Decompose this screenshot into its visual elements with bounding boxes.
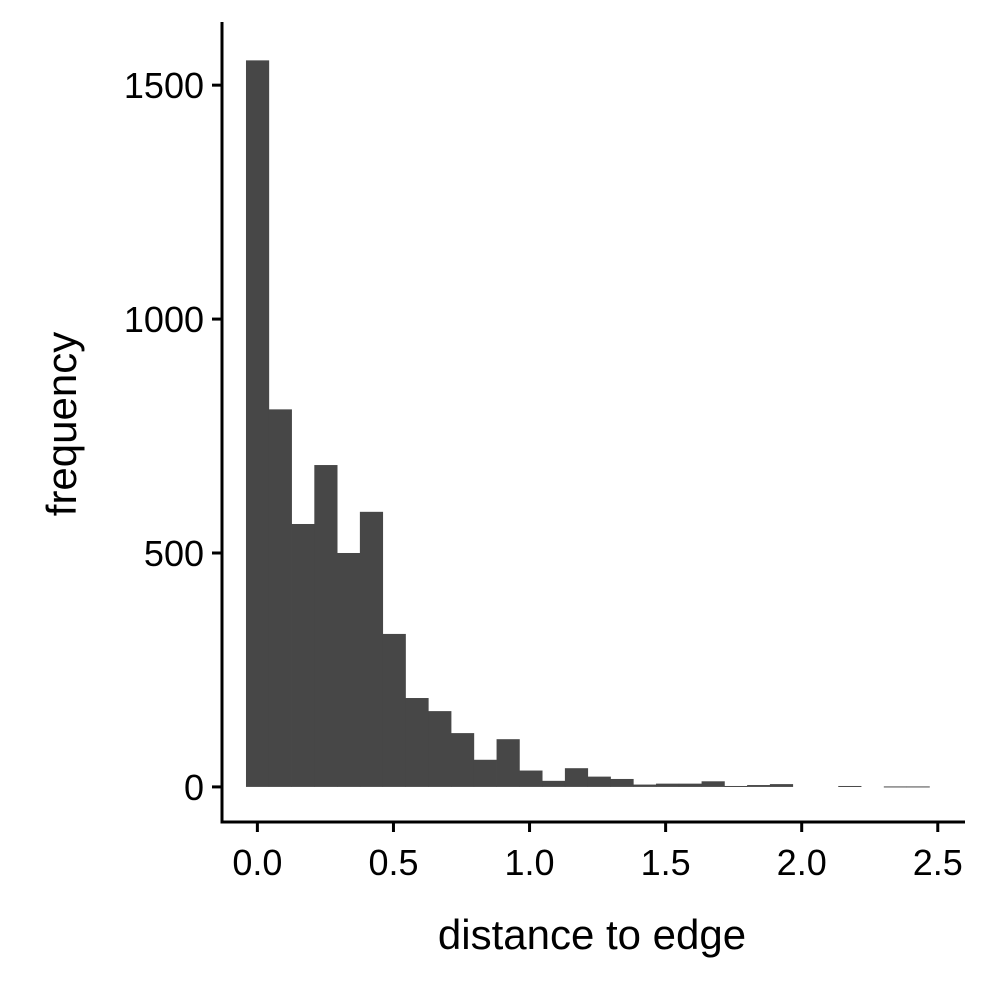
histogram-bars	[245, 60, 930, 788]
x-tick-label: 2.5	[913, 842, 963, 883]
histogram-bar	[656, 783, 680, 787]
histogram-bar	[564, 768, 589, 787]
histogram-bar	[906, 786, 930, 788]
histogram-bar	[382, 633, 406, 787]
histogram-bar	[291, 523, 315, 787]
histogram-bar	[451, 733, 475, 787]
y-tick-label: 1500	[124, 65, 204, 106]
y-tick-label: 1000	[124, 299, 204, 340]
histogram-bar	[838, 785, 862, 787]
histogram-bar	[337, 552, 361, 787]
x-axis-title: distance to edge	[438, 911, 746, 958]
histogram-bar	[428, 711, 452, 787]
histogram-bar	[883, 786, 907, 788]
histogram-bar	[747, 785, 771, 787]
x-tick-label: 0.5	[368, 842, 418, 883]
y-axis-ticks: 0 500 1000 1500	[124, 65, 222, 808]
x-tick-label: 2.0	[777, 842, 827, 883]
x-tick-label: 1.5	[641, 842, 691, 883]
histogram-bar	[359, 511, 384, 787]
histogram-bar	[633, 784, 657, 787]
histogram-bar	[496, 739, 520, 787]
histogram-bar	[405, 698, 429, 787]
histogram-bar	[610, 778, 634, 787]
x-axis-ticks: 0.0 0.5 1.0 1.5 2.0 2.5	[232, 822, 963, 883]
histogram-bar	[678, 783, 702, 787]
histogram-bar	[724, 785, 748, 787]
histogram-bar	[268, 409, 292, 787]
histogram-bar	[473, 759, 497, 787]
x-tick-label: 1.0	[505, 842, 555, 883]
histogram-bar	[769, 784, 794, 787]
histogram-bar	[542, 780, 566, 787]
y-tick-label: 0	[184, 767, 204, 808]
y-axis-title: frequency	[38, 332, 85, 516]
histogram-bar	[701, 781, 725, 787]
y-tick-label: 500	[144, 533, 204, 574]
histogram-bar	[587, 776, 611, 787]
histogram-bar	[314, 465, 338, 787]
histogram-bar	[245, 60, 270, 787]
x-tick-label: 0.0	[232, 842, 282, 883]
histogram-bar	[519, 770, 543, 787]
